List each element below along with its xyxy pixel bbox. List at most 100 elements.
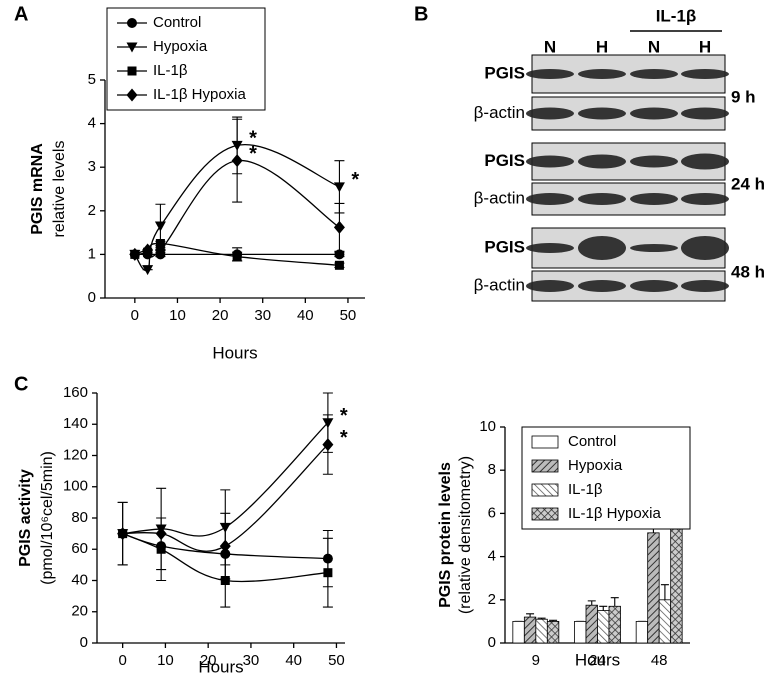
legend-marker [127,18,137,28]
series-line [122,422,329,537]
y-tick-label: 80 [71,509,88,526]
marker [154,243,166,257]
error-bar [660,584,669,600]
y-tick-label: 0 [88,289,96,306]
panel-label: A [14,3,28,25]
marker [334,249,345,260]
marker [156,544,166,554]
y-tick-label: 0 [80,634,88,651]
bar [546,621,560,644]
x-axis-title: Hours [575,650,620,669]
x-tick-label: 48 [651,652,668,669]
significance-label: * [351,169,359,191]
x-tick-label: 10 [169,307,186,324]
bar [608,605,621,644]
blot-band [526,280,574,292]
time-label: 24 h [731,174,765,193]
blot-band [681,69,729,79]
significance-label: * [340,405,348,427]
lane-label: H [596,37,608,56]
blot-band [526,155,574,168]
treatment-label: IL-1β [656,6,697,25]
y-tick-label: 0 [488,634,496,651]
x-tick-label: 24 [589,652,606,669]
x-tick-label: 50 [328,652,345,669]
marker [323,568,333,578]
bar [670,509,683,644]
error-bar [610,597,619,607]
y-axis-subtitle: relative levels [51,141,68,238]
y-axis-subtitle: (pmol/10⁶cel/5min) [39,451,56,585]
blot-band [681,153,729,170]
control-label: β-actin [474,103,525,122]
legend-marker [126,88,138,102]
legend-swatch [531,483,559,497]
y-tick-label: 4 [488,548,496,565]
blot-band [681,236,729,260]
error-bar [587,600,596,606]
time-label: 9 h [731,87,756,106]
marker [154,221,166,232]
legend-label: IL-1β [153,62,188,79]
marker [117,527,129,541]
blot-band [578,107,626,120]
y-tick-label: 6 [488,504,496,521]
y-tick-label: 4 [88,115,96,132]
x-tick-label: 9 [532,652,540,669]
y-tick-label: 160 [63,384,88,401]
series-line [122,533,328,583]
error-bar [526,613,535,618]
y-tick-label: 40 [71,571,88,588]
y-tick-label: 100 [63,478,88,495]
marker [219,539,231,553]
marker [333,220,345,234]
blot-band [630,193,678,205]
marker [129,247,141,261]
marker [142,243,154,257]
panel-label: C [14,373,28,395]
legend-label: IL-1β Hypoxia [153,86,246,103]
legend-swatch [531,507,559,521]
y-tick-label: 60 [71,540,88,557]
x-tick-label: 40 [285,652,302,669]
x-tick-label: 20 [200,652,217,669]
blot-band [526,243,574,253]
y-axis-title: PGIS activity [17,469,34,567]
y-tick-label: 20 [71,603,88,620]
legend-marker [126,42,138,53]
target-label: PGIS [484,237,525,256]
panel-label: B [414,3,428,25]
x-tick-label: 30 [254,307,271,324]
legend-swatch [531,435,559,449]
x-tick-label: 30 [243,652,260,669]
blot-band [526,193,574,205]
y-axis-title: PGIS mRNA [29,143,46,235]
marker [155,527,167,541]
legend-marker [127,66,137,76]
blot-band [681,193,729,205]
x-tick-label: 20 [212,307,229,324]
significance-label: * [249,143,257,165]
y-tick-label: 10 [479,418,496,435]
legend-label: Hypoxia [568,457,623,474]
legend-label: Control [568,433,616,450]
marker [142,265,154,276]
blot-band [681,280,729,292]
legend-label: IL-1β [568,481,603,498]
bar [658,599,672,644]
target-label: PGIS [484,63,525,82]
x-tick-label: 10 [157,652,174,669]
bar [635,621,649,644]
blot-band [630,155,678,168]
y-axis-title: PGIS protein levels [437,462,454,608]
blot-band [578,154,626,169]
marker [322,438,334,452]
bar [523,616,537,644]
y-axis-subtitle: (relative densitometry) [457,456,474,614]
marker [334,260,344,270]
control-label: β-actin [474,188,525,207]
marker [231,154,243,168]
marker [220,576,230,585]
marker [333,182,345,193]
